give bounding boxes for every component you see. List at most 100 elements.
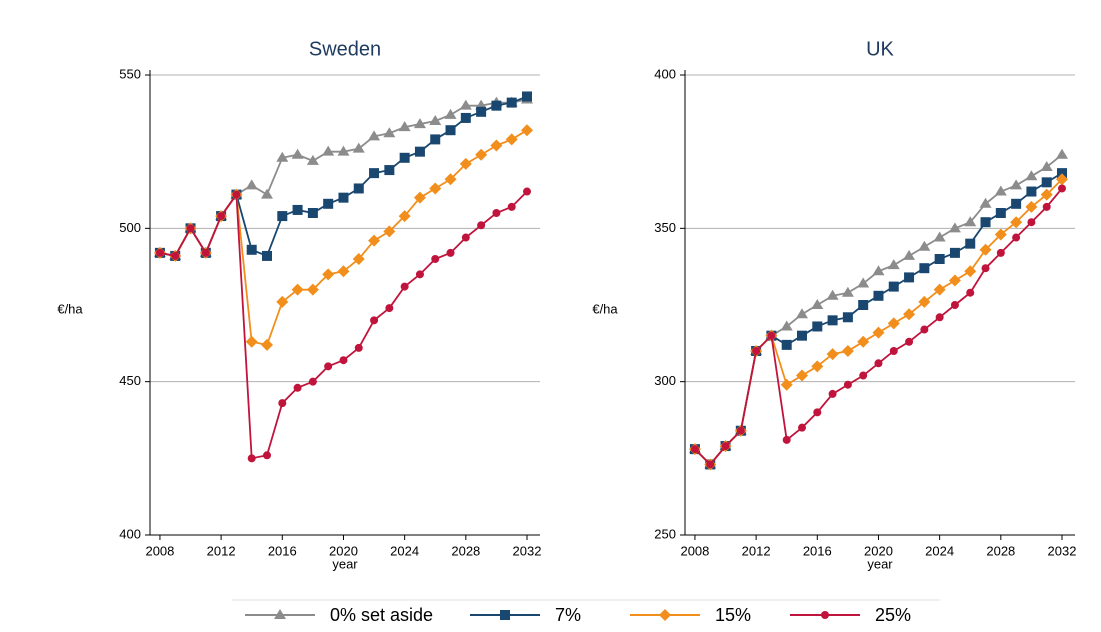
y-tick-label: 450 (119, 373, 141, 388)
x-tick-label: 2024 (390, 543, 419, 558)
x-tick-label: 2024 (925, 543, 954, 558)
marker (949, 247, 960, 258)
marker (352, 253, 365, 265)
y-tick-label: 350 (654, 220, 676, 235)
marker (859, 371, 868, 380)
marker (935, 313, 944, 322)
series-line (159, 129, 528, 346)
marker (904, 272, 915, 283)
marker (322, 145, 335, 156)
marker (171, 251, 180, 260)
marker (811, 299, 824, 309)
marker (887, 259, 900, 270)
y-tick-label: 550 (119, 66, 141, 81)
marker (492, 209, 501, 217)
marker (781, 339, 792, 350)
marker (324, 362, 333, 371)
marker (246, 244, 257, 255)
marker (491, 100, 502, 111)
y-tick-label: 500 (119, 220, 141, 235)
x-tick-label: 2032 (513, 543, 542, 558)
marker (368, 130, 381, 141)
marker (247, 454, 256, 463)
marker (780, 378, 793, 391)
x-tick-label: 2016 (803, 543, 832, 558)
marker (338, 192, 349, 203)
marker (1041, 177, 1052, 188)
x-tick-label: 2008 (680, 543, 709, 558)
marker (354, 343, 363, 352)
marker (813, 408, 822, 417)
marker (1010, 179, 1023, 190)
marker (964, 216, 977, 227)
marker (274, 609, 286, 619)
marker (933, 283, 946, 296)
marker (430, 134, 441, 145)
x-axis-label: year (867, 556, 893, 571)
marker (444, 108, 457, 119)
marker (888, 281, 899, 292)
marker (261, 338, 273, 351)
marker (872, 326, 885, 339)
marker (1058, 184, 1066, 193)
marker (843, 380, 852, 389)
marker (429, 182, 442, 195)
legend-text: 7% (555, 605, 581, 625)
marker (277, 211, 288, 222)
marker (500, 610, 510, 620)
marker (322, 268, 335, 281)
marker (414, 146, 425, 157)
marker (293, 383, 302, 392)
marker (995, 208, 1006, 218)
marker (966, 288, 975, 297)
marker (507, 202, 516, 211)
marker (1040, 161, 1053, 171)
y-tick-label: 250 (654, 526, 676, 541)
marker (1011, 198, 1022, 209)
marker (444, 173, 457, 186)
marker (307, 208, 318, 218)
marker (291, 283, 304, 296)
marker (796, 369, 808, 382)
chart-title: Sweden (309, 38, 381, 60)
marker (460, 112, 471, 123)
x-tick-label: 2032 (1048, 543, 1077, 558)
x-tick-label: 2028 (986, 543, 1015, 558)
marker (276, 295, 289, 308)
marker (659, 609, 671, 621)
marker (767, 331, 776, 340)
marker (964, 265, 977, 278)
x-tick-label: 2012 (207, 543, 236, 558)
marker (903, 249, 916, 260)
marker (690, 445, 699, 454)
marker (276, 151, 289, 162)
marker (827, 315, 838, 326)
marker (874, 359, 883, 368)
marker (384, 165, 395, 176)
marker (1057, 168, 1067, 179)
marker (477, 221, 486, 230)
marker (262, 250, 272, 261)
marker (841, 345, 854, 357)
y-axis-label: €/ha (57, 301, 83, 316)
x-tick-label: 2028 (451, 543, 480, 558)
marker (796, 308, 808, 319)
x-tick-label: 2020 (329, 543, 358, 558)
marker (920, 325, 929, 334)
marker (994, 185, 1007, 196)
marker (889, 347, 898, 355)
marker (981, 264, 990, 273)
marker (872, 265, 885, 276)
marker (383, 127, 396, 138)
marker (306, 283, 319, 296)
marker (1025, 200, 1038, 213)
marker (459, 99, 472, 110)
marker (1010, 216, 1023, 229)
marker (918, 240, 931, 251)
series-line (159, 190, 528, 460)
marker (934, 254, 945, 264)
marker (950, 301, 959, 309)
marker (353, 183, 364, 194)
marker (1056, 148, 1068, 159)
marker (797, 330, 807, 341)
